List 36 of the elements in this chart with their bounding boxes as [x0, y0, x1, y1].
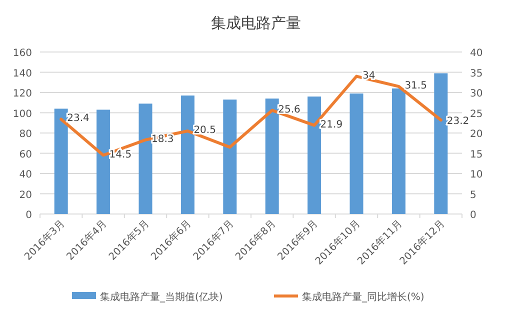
y-tick-label: 80	[19, 129, 32, 140]
data-label: 21.9	[320, 119, 343, 130]
y2-tick-label: 0	[470, 210, 476, 221]
bar	[223, 100, 237, 214]
y-tick-label: 140	[12, 68, 32, 80]
bar	[180, 96, 194, 214]
legend-label: 集成电路产量_同比增长(%)	[302, 291, 424, 303]
bar	[96, 110, 110, 214]
y-tick-label: 160	[12, 48, 32, 59]
y2-tick-label: 25	[470, 108, 483, 120]
y-tick-label: 120	[12, 88, 32, 100]
y2-tick-label: 20	[470, 129, 483, 140]
bar	[265, 98, 279, 214]
y-tick-label: 60	[19, 149, 32, 160]
y2-tick-label: 15	[470, 149, 483, 160]
y-tick-label: 20	[19, 190, 32, 201]
bar	[392, 88, 406, 214]
y2-tick-label: 40	[470, 48, 483, 59]
data-label: 31.5	[404, 80, 427, 92]
bar	[54, 108, 68, 214]
y-tick-label: 0	[26, 210, 32, 221]
y2-tick-label: 30	[470, 88, 483, 100]
y2-tick-label: 35	[470, 68, 483, 80]
y-tick-label: 100	[12, 108, 32, 120]
y-tick-label: 40	[19, 170, 32, 180]
chart-title: 集成电路产量	[211, 14, 301, 32]
y2-tick-label: 5	[470, 190, 476, 201]
bar	[138, 104, 152, 214]
bar	[434, 73, 448, 214]
legend-label: 集成电路产量_当期值(亿块)	[100, 291, 223, 303]
y2-tick-label: 10	[470, 170, 483, 180]
data-label: 23.2	[446, 116, 470, 128]
bar	[350, 94, 364, 214]
data-label: 14.5	[109, 149, 132, 160]
bar	[308, 96, 322, 214]
data-label: 20.5	[194, 124, 216, 136]
